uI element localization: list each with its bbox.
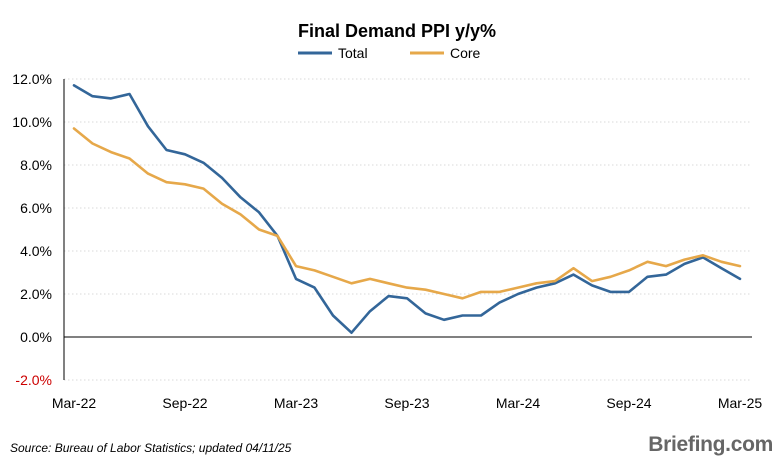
y-tick-label: 8.0%	[20, 157, 52, 173]
legend-label-core: Core	[450, 45, 481, 61]
x-tick-label: Mar-22	[52, 395, 97, 411]
chart-title: Final Demand PPI y/y%	[298, 21, 496, 41]
y-tick-label: 4.0%	[20, 243, 52, 259]
x-tick-label: Sep-22	[162, 395, 207, 411]
series-line-core	[72, 127, 742, 300]
legend: Total Core	[298, 45, 481, 61]
x-tick-label: Mar-24	[496, 395, 541, 411]
y-tick-label: 10.0%	[12, 114, 52, 130]
brand-logo: Briefing.com	[648, 433, 773, 456]
y-tick-label: 0.0%	[20, 329, 52, 345]
y-tick-label: 12.0%	[12, 71, 52, 87]
x-tick-label: Mar-23	[274, 395, 319, 411]
axes: -2.0% 0.0% 2.0% 4.0% 6.0% 8.0% 10.0% 12.0% Mar-2…	[12, 71, 762, 411]
x-tick-label: Sep-24	[606, 395, 651, 411]
y-tick-label: -2.0%	[15, 372, 52, 388]
source-note: Source: Bureau of Labor Statistics; upda…	[10, 441, 292, 455]
legend-label-total: Total	[338, 45, 368, 61]
series-layer	[72, 84, 742, 335]
y-tick-label: 2.0%	[20, 286, 52, 302]
gridlines	[64, 78, 752, 381]
y-tick-label: 6.0%	[20, 200, 52, 216]
x-tick-label: Sep-23	[384, 395, 429, 411]
x-tick-label: Mar-25	[718, 395, 763, 411]
